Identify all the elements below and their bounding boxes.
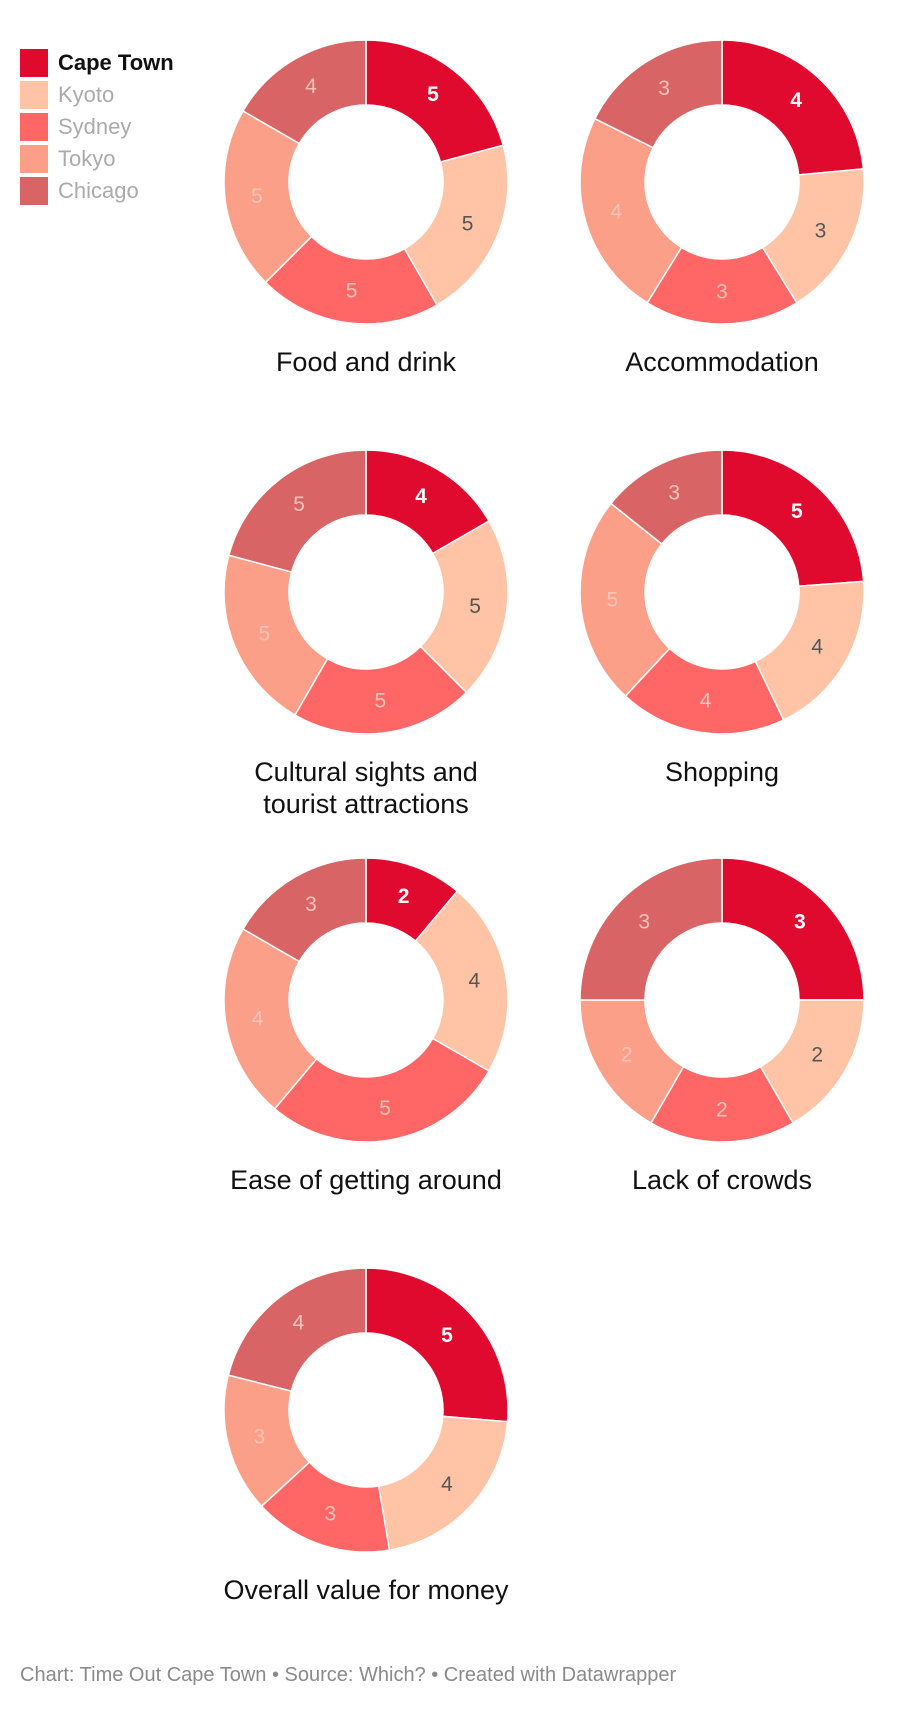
slice-value-label: 5 xyxy=(462,213,474,236)
slice-value-label: 5 xyxy=(379,1097,391,1120)
legend-item-kyoto[interactable]: Kyoto xyxy=(20,79,174,111)
slice-value-label: 3 xyxy=(668,481,680,504)
slice-value-label: 5 xyxy=(606,589,618,612)
slice-value-label: 4 xyxy=(700,689,712,712)
slice-value-label: 3 xyxy=(716,281,728,304)
legend: Cape Town Kyoto Sydney Tokyo Chicago xyxy=(20,47,174,207)
slice-value-label: 5 xyxy=(346,280,358,303)
slice-value-label: 5 xyxy=(791,500,803,523)
slice-value-label: 5 xyxy=(293,493,305,516)
slice-value-label: 4 xyxy=(610,201,622,224)
legend-label: Tokyo xyxy=(58,146,116,171)
legend-swatch xyxy=(20,177,48,205)
donut-slice-chicago[interactable] xyxy=(227,1267,367,1393)
donut-slice-chicago[interactable] xyxy=(241,857,367,963)
slice-value-label: 3 xyxy=(815,220,827,243)
legend-swatch xyxy=(20,145,48,173)
legend-item-cape-town[interactable]: Cape Town xyxy=(20,47,174,79)
slice-value-label: 4 xyxy=(305,75,317,98)
slice-value-label: 4 xyxy=(790,89,802,112)
legend-swatch xyxy=(20,49,48,77)
chart-title: Food and drink xyxy=(276,347,457,377)
slice-value-label: 5 xyxy=(259,623,271,646)
legend-label: Cape Town xyxy=(58,50,174,75)
donut-slice-sydney[interactable] xyxy=(293,645,468,735)
legend-item-tokyo[interactable]: Tokyo xyxy=(20,143,174,175)
donut-slice-chicago[interactable] xyxy=(579,857,723,1001)
donut-slice-cape-town[interactable] xyxy=(365,1267,509,1423)
legend-item-chicago[interactable]: Chicago xyxy=(20,175,174,207)
legend-swatch xyxy=(20,113,48,141)
slice-value-label: 5 xyxy=(251,185,263,208)
slice-value-label: 3 xyxy=(794,911,806,934)
donut-slice-tokyo[interactable] xyxy=(579,502,671,698)
slice-value-label: 4 xyxy=(293,1312,305,1335)
slice-value-label: 5 xyxy=(469,595,481,618)
chart-title: Cultural sights and xyxy=(254,757,478,787)
slice-value-label: 4 xyxy=(468,969,480,992)
slice-value-label: 3 xyxy=(658,77,670,100)
donut-slice-sydney[interactable] xyxy=(264,235,439,325)
donut-slice-kyoto[interactable] xyxy=(754,580,865,721)
slice-value-label: 2 xyxy=(811,1044,823,1067)
donut-slice-cape-town[interactable] xyxy=(721,449,865,588)
legend-swatch xyxy=(20,81,48,109)
donut-slice-tokyo[interactable] xyxy=(223,927,318,1110)
chart-title: tourist attractions xyxy=(263,789,469,819)
chart-title: Shopping xyxy=(665,757,779,787)
legend-label: Sydney xyxy=(58,114,132,139)
donut-slice-cape-town[interactable] xyxy=(365,39,505,163)
slice-value-label: 3 xyxy=(305,893,317,916)
donut-slice-sydney[interactable] xyxy=(273,1037,491,1143)
donut-slice-chicago[interactable] xyxy=(593,39,723,149)
slice-value-label: 2 xyxy=(621,1044,633,1067)
slice-value-label: 4 xyxy=(252,1008,264,1031)
donut-chart: 5 5 5 5 4 Food and drink xyxy=(223,39,509,377)
donut-chart: 4 3 3 4 3 Accommodation xyxy=(579,39,865,377)
donut-slice-cape-town[interactable] xyxy=(721,39,865,176)
donut-slice-tokyo[interactable] xyxy=(579,117,683,304)
legend-label: Kyoto xyxy=(58,82,115,107)
donut-slice-kyoto[interactable] xyxy=(414,890,509,1073)
donut-slice-chicago[interactable] xyxy=(241,39,367,145)
donut-slice-chicago[interactable] xyxy=(227,449,367,573)
donut-slice-kyoto[interactable] xyxy=(377,1415,509,1551)
slice-value-label: 4 xyxy=(811,636,823,659)
donut-slice-sydney[interactable] xyxy=(624,647,785,735)
donut-slice-chicago[interactable] xyxy=(609,449,723,546)
chart-title: Lack of crowds xyxy=(632,1165,812,1195)
slice-value-label: 4 xyxy=(415,485,427,508)
donut-chart: 2 4 5 4 3 Ease of getting around xyxy=(223,857,509,1195)
chart-title: Accommodation xyxy=(625,347,819,377)
slice-value-label: 2 xyxy=(398,885,410,908)
legend-label: Chicago xyxy=(58,178,139,203)
chart-title: Ease of getting around xyxy=(230,1165,502,1195)
donut-slice-tokyo[interactable] xyxy=(223,554,329,717)
slice-value-label: 4 xyxy=(441,1473,453,1496)
slice-value-label: 3 xyxy=(638,911,650,934)
donut-slice-cape-town[interactable] xyxy=(721,857,865,1001)
donut-slice-kyoto[interactable] xyxy=(419,519,509,694)
slice-value-label: 5 xyxy=(375,690,387,713)
slice-value-label: 5 xyxy=(441,1324,453,1347)
legend-item-sydney[interactable]: Sydney xyxy=(20,111,174,143)
donut-chart: 5 4 3 3 4 Overall value for money xyxy=(223,1267,509,1605)
donut-slice-kyoto[interactable] xyxy=(403,144,509,307)
donut-chart: 5 4 4 5 3 Shopping xyxy=(579,449,865,787)
slice-value-label: 5 xyxy=(427,83,439,106)
chart-footer: Chart: Time Out Cape Town • Source: Whic… xyxy=(20,1664,677,1686)
chart-title: Overall value for money xyxy=(223,1575,509,1605)
slice-value-label: 3 xyxy=(324,1503,336,1526)
slice-value-label: 3 xyxy=(254,1426,266,1449)
donut-chart: 3 2 2 2 3 Lack of crowds xyxy=(579,857,865,1195)
slice-value-label: 2 xyxy=(716,1099,728,1122)
donut-slice-tokyo[interactable] xyxy=(223,109,313,284)
